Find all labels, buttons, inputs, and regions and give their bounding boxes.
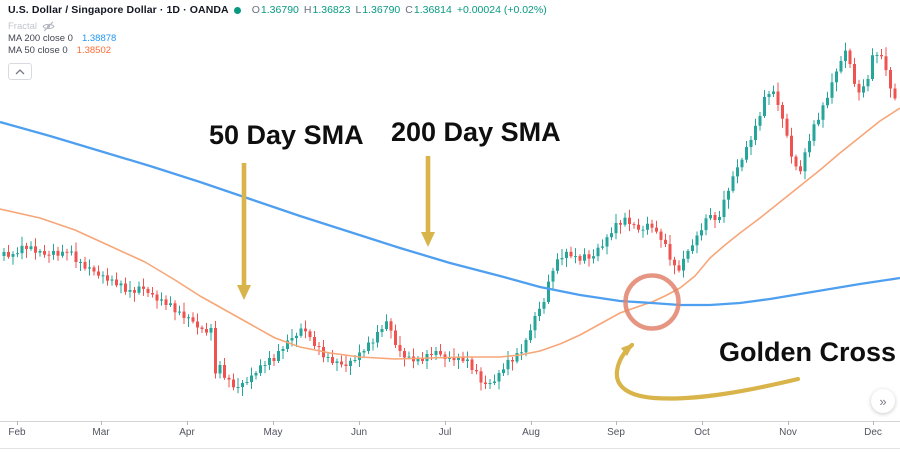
axis-month-label: Feb	[8, 427, 26, 438]
high-label: H	[303, 4, 312, 16]
ma50-line	[0, 107, 900, 360]
axis-bottom-border	[0, 448, 900, 449]
axis-month-label: Mar	[92, 427, 110, 438]
axis-tick	[873, 421, 874, 425]
open-value: 1.36790	[260, 4, 299, 16]
collapse-legend-button[interactable]	[8, 63, 32, 80]
axis-month-label: Sep	[607, 427, 625, 438]
high-value: 1.36823	[312, 4, 351, 16]
axis-month-label: Jul	[438, 427, 452, 438]
axis-month-label: Apr	[179, 427, 195, 438]
ma50-value: 1.38502	[76, 45, 112, 56]
indicator-row-fractal[interactable]: Fractal	[8, 21, 55, 32]
axis-tick	[788, 421, 789, 425]
double-chevron-right-icon: »	[879, 393, 887, 409]
time-axis[interactable]: Feb Mar Apr May Jun Jul Aug Sep Oct Nov Dec	[0, 421, 900, 448]
low-value: 1.36790	[362, 4, 401, 16]
axis-month-label: May	[263, 427, 283, 438]
indicator-row-ma50[interactable]: MA 50 close 0 1.38502	[8, 45, 111, 56]
open-label: O	[251, 4, 260, 16]
symbol-title[interactable]: U.S. Dollar / Singapore Dollar · 1D · OA…	[8, 4, 229, 16]
eye-off-icon[interactable]	[42, 21, 55, 32]
market-status-dot	[233, 6, 241, 14]
annotation-200-day-sma: 200 Day SMA	[391, 117, 561, 147]
ma200-label[interactable]: MA 200 close 0	[8, 33, 73, 44]
golden-cross-arrow	[614, 342, 801, 401]
low-label: L	[355, 4, 362, 16]
axis-tick	[616, 421, 617, 425]
ma50-label[interactable]: MA 50 close 0	[8, 45, 68, 56]
symbol-legend: U.S. Dollar / Singapore Dollar · 1D · OA…	[8, 4, 547, 16]
sma200-arrow	[421, 156, 435, 247]
axis-tick	[101, 421, 102, 425]
sma50-arrow	[237, 163, 251, 300]
chevron-up-icon	[15, 68, 25, 74]
axis-month-label: Nov	[779, 427, 797, 438]
indicator-row-ma200[interactable]: MA 200 close 0 1.38878	[8, 33, 116, 44]
close-label: C	[405, 4, 413, 16]
axis-tick	[273, 421, 274, 425]
axis-tick	[445, 421, 446, 425]
axis-month-label: Aug	[522, 427, 540, 438]
fractal-indicator-label[interactable]: Fractal	[8, 21, 38, 32]
ma200-line	[0, 120, 900, 307]
axis-tick	[17, 421, 18, 425]
axis-month-label: Dec	[864, 427, 882, 438]
golden-cross-circle	[623, 273, 681, 331]
annotation-golden-cross: Golden Cross	[719, 337, 897, 367]
axis-tick	[531, 421, 532, 425]
axis-tick	[359, 421, 360, 425]
annotation-50-day-sma: 50 Day SMA	[209, 120, 364, 150]
scroll-to-recent-button[interactable]: »	[871, 389, 895, 413]
axis-month-label: Jun	[350, 427, 368, 438]
close-value: 1.36814	[413, 4, 452, 16]
change-value: +0.00024 (+0.02%)	[456, 4, 547, 16]
candles-layer	[2, 42, 897, 396]
ohlc-values: O 1.36790 H 1.36823 L 1.36790 C 1.36814 +0.0…	[252, 4, 547, 16]
axis-tick	[187, 421, 188, 425]
axis-month-label: Oct	[694, 427, 710, 438]
ma200-value: 1.38878	[81, 33, 117, 44]
axis-tick	[702, 421, 703, 425]
time-axis-separator	[0, 421, 900, 422]
